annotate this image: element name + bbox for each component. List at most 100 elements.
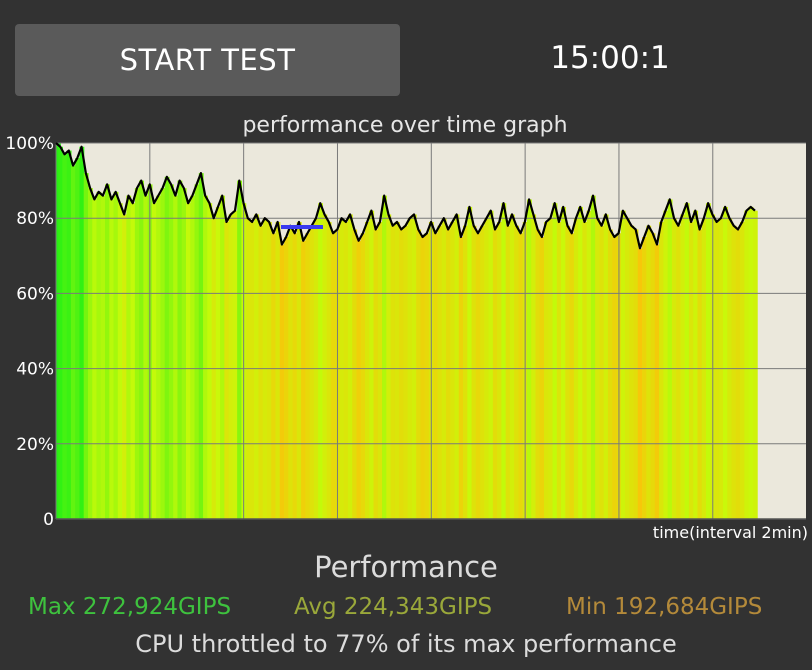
performance-bar [139,180,144,519]
performance-bar [92,199,98,519]
performance-bar [360,233,366,520]
performance-bar [437,225,443,519]
performance-bar [544,221,549,519]
performance-line [55,142,756,250]
y-axis-ticks: 100% 80% 60% 40% 20% 0 [5,134,54,530]
performance-bar [305,233,311,520]
performance-bar [467,206,473,520]
performance-graph: 100% 80% 60% 40% 20% 0 [5,134,806,530]
performance-bar [526,199,532,519]
performance-bar [356,240,362,519]
performance-bar [450,221,456,519]
performance-bar [633,229,639,520]
performance-bar [488,210,494,519]
performance-bar [514,225,520,519]
performance-bar [160,188,166,519]
performance-bar [168,184,174,520]
performance-bar [752,210,758,519]
performance-bar [539,237,545,519]
performance-bar [62,154,68,519]
graph-title: performance over time graph [242,113,568,138]
performance-bar [75,158,81,520]
performance-bar [117,203,123,519]
performance-bar [552,203,558,519]
performance-bar [599,225,605,519]
performance-bar [475,233,481,520]
performance-bar [271,233,277,520]
performance-bar [458,237,464,519]
performance-bar [292,233,298,520]
performance-bar [731,225,737,519]
performance-bar [122,214,127,519]
performance-bar [215,206,221,520]
performance-bar [96,191,102,519]
performance-bar [693,210,699,519]
performance-bar [66,150,72,519]
performance-bar [237,180,242,519]
performance-bar [266,221,272,519]
performance-bar [659,221,664,519]
performance-bar [590,195,596,519]
performance-bar [369,210,375,519]
performance-bar [232,210,238,519]
performance-bar [254,214,260,519]
performance-bar [377,221,383,519]
performance-bar [224,221,230,519]
performance-bar [347,214,353,519]
y-tick-label: 80% [16,209,54,229]
performance-bar [586,210,592,519]
performance-bar [531,214,537,519]
avg-performance: Avg 224,343GIPS [294,594,493,620]
performance-bar [87,188,93,519]
performance-bar [629,225,635,519]
performance-bar [705,203,711,519]
performance-bar [497,221,502,519]
performance-bar [352,229,358,520]
performance-bar [309,225,315,519]
performance-bar [343,221,349,519]
performance-bar [518,233,524,520]
performance-bar [130,203,136,519]
performance-bar [748,206,754,520]
throttle-message: CPU throttled to 77% of its max performa… [135,630,677,658]
performance-bar [296,221,302,519]
performance-bar [740,221,745,519]
performance-bar [454,214,460,519]
performance-bar [667,199,673,519]
performance-line-group [55,142,756,250]
performance-bar [735,229,741,520]
graph-grid [55,142,806,520]
performance-bar [105,184,110,520]
performance-bar [416,229,422,520]
y-tick-label: 40% [16,360,54,380]
performance-bar [646,225,652,519]
performance-bar [680,214,686,519]
performance-bar [207,203,213,519]
max-performance: Max 272,924GIPS [28,594,232,620]
performance-bar [433,233,439,520]
performance-bar [288,225,294,519]
performance-bar [676,225,682,519]
y-tick-label: 100% [5,134,54,154]
performance-bar [394,221,400,519]
performance-bar [79,146,85,519]
performance-bar [723,206,728,520]
performance-stats: Max 272,924GIPS Avg 224,343GIPS Min 192,… [0,594,812,624]
performance-bar [480,225,485,519]
performance-bar [684,203,690,519]
performance-bar [688,221,694,519]
y-tick-label: 0 [43,510,54,530]
y-tick-label: 60% [16,284,54,304]
performance-bar [386,214,392,519]
performance-bar [663,210,669,519]
performance-bar [390,225,396,519]
performance-bar [578,206,583,520]
performance-bar [249,221,255,519]
performance-bar [156,195,162,519]
performance-bar [177,180,183,519]
performance-bar [697,229,703,520]
performance-bar [220,195,225,519]
performance-bar [173,195,179,519]
performance-bar [561,206,566,520]
start-test-button[interactable]: START TEST [15,24,400,96]
